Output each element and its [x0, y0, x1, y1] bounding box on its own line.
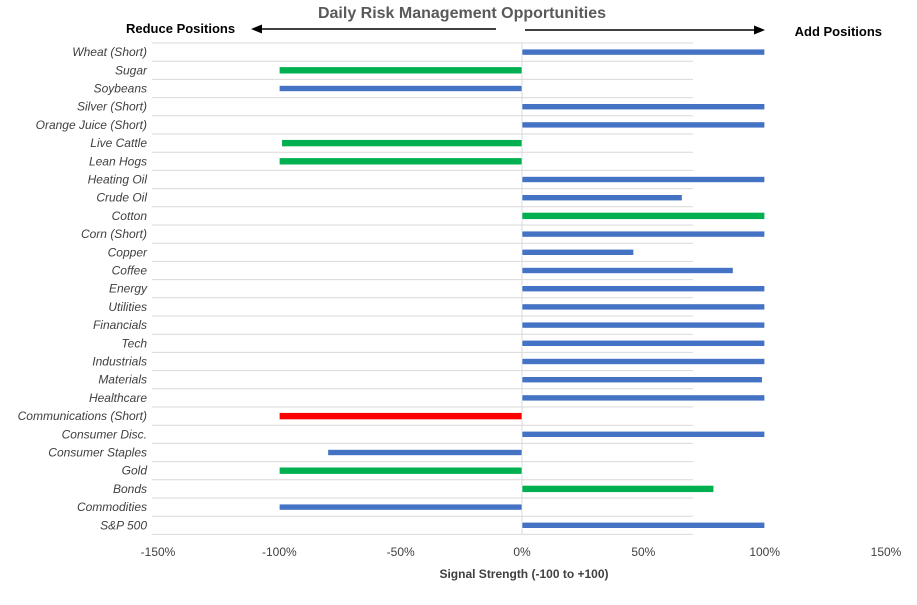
category-label: Soybeans	[94, 82, 147, 96]
category-label: Copper	[108, 245, 148, 259]
category-labels: Wheat (Short) Sugar Soybeans Silver (Short)…	[18, 45, 148, 532]
bar	[521, 230, 765, 238]
bar	[521, 176, 765, 183]
chart-title: Daily Risk Management Opportunities	[318, 5, 606, 22]
reduce-arrow	[251, 24, 496, 34]
bar	[521, 339, 765, 347]
bars-group	[279, 48, 765, 529]
reduce-arrow-head	[251, 24, 262, 34]
add-arrow	[525, 25, 765, 35]
bar	[279, 412, 523, 420]
x-tick-label: 150%	[871, 545, 902, 559]
category-label: Coffee	[112, 264, 148, 278]
bar	[521, 321, 765, 329]
bar	[521, 212, 765, 220]
bar	[521, 48, 765, 56]
bar	[521, 103, 765, 110]
category-label: Financials	[93, 318, 147, 332]
category-label: Healthcare	[89, 391, 147, 405]
bar	[521, 194, 683, 201]
bar	[521, 430, 765, 438]
category-label: Communications (Short)	[18, 409, 147, 423]
category-label: Crude Oil	[96, 191, 147, 205]
category-label: Orange Juice (Short)	[36, 118, 147, 132]
category-label: Consumer Disc.	[62, 427, 147, 441]
bar	[521, 121, 765, 129]
category-label: Live Cattle	[90, 136, 147, 150]
bar	[521, 303, 765, 311]
category-label: Gold	[122, 464, 148, 478]
bar	[521, 521, 765, 529]
x-tick-label: -150%	[141, 545, 176, 559]
x-axis-title: Signal Strength (-100 to +100)	[439, 567, 608, 581]
bar	[521, 285, 765, 293]
x-tick-label: 100%	[749, 545, 780, 559]
x-tick-labels: -150% -100% -50% 0% 50% 100% 150%	[141, 545, 902, 559]
category-label: S&P 500	[100, 518, 147, 532]
category-label: Silver (Short)	[77, 100, 147, 114]
add-positions-label: Add Positions	[795, 24, 882, 39]
add-arrow-head	[754, 25, 765, 35]
category-label: Cotton	[112, 209, 148, 223]
bar	[279, 157, 523, 166]
category-label: Materials	[98, 373, 147, 387]
category-label: Bonds	[113, 482, 147, 496]
bar	[281, 139, 523, 147]
category-label: Energy	[109, 282, 148, 296]
reduce-positions-label: Reduce Positions	[126, 21, 235, 36]
category-label: Industrials	[92, 355, 147, 369]
bar	[521, 485, 715, 493]
bar	[279, 466, 523, 475]
x-tick-label: -50%	[387, 545, 415, 559]
bar	[521, 394, 765, 402]
category-label: Heating Oil	[88, 173, 148, 187]
bar	[521, 249, 634, 256]
category-label: Commodities	[77, 500, 147, 514]
category-label: Utilities	[108, 300, 147, 314]
bar	[327, 449, 523, 456]
category-label: Lean Hogs	[89, 154, 147, 168]
category-label: Sugar	[115, 63, 148, 77]
gridlines	[152, 42, 693, 535]
bar	[279, 85, 523, 92]
x-tick-label: -100%	[262, 545, 297, 559]
category-label: Wheat (Short)	[72, 45, 147, 59]
x-tick-label: 0%	[513, 545, 531, 559]
bar	[279, 503, 523, 511]
bar	[521, 376, 763, 384]
bar	[521, 358, 765, 365]
category-label: Tech	[121, 336, 147, 350]
category-label: Consumer Staples	[48, 446, 147, 460]
category-label: Corn (Short)	[81, 227, 147, 241]
x-tick-label: 50%	[631, 545, 655, 559]
bar	[279, 66, 523, 75]
bar	[521, 267, 734, 274]
